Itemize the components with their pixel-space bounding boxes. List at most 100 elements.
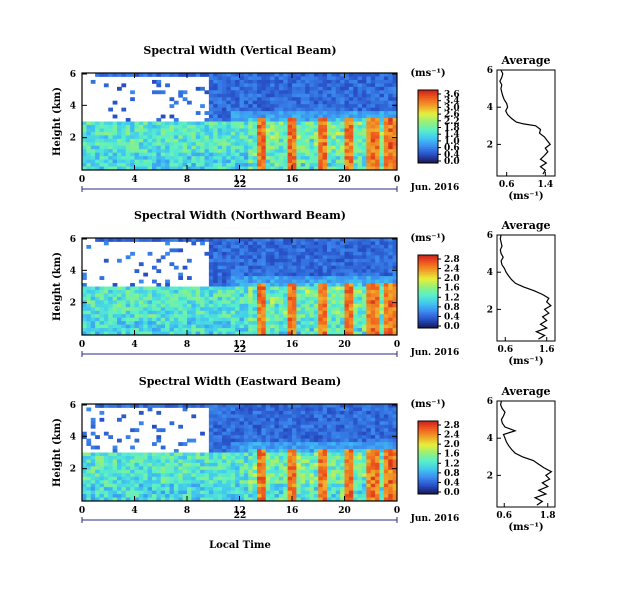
heatmap-cell bbox=[265, 255, 271, 260]
heatmap-cell bbox=[340, 276, 345, 280]
heatmap-cell bbox=[222, 258, 227, 263]
heatmap-cell bbox=[90, 497, 96, 502]
heatmap-cell bbox=[270, 128, 275, 133]
heatmap-cell bbox=[270, 459, 275, 464]
heatmap-cell bbox=[239, 128, 245, 133]
heatmap-cell bbox=[344, 452, 350, 457]
heatmap-cell bbox=[296, 414, 302, 419]
heatmap-cell bbox=[165, 483, 170, 488]
heatmap-cell bbox=[187, 300, 192, 305]
heatmap-cell bbox=[213, 480, 219, 485]
heatmap-cell bbox=[257, 135, 262, 140]
heatmap-cell bbox=[357, 97, 363, 102]
heatmap-cell bbox=[117, 476, 122, 481]
heatmap-cell bbox=[125, 455, 131, 460]
heatmap-cell bbox=[178, 476, 184, 481]
heatmap-cell bbox=[213, 303, 219, 308]
heatmap-cell bbox=[208, 86, 214, 91]
heatmap-cell bbox=[305, 73, 310, 77]
heatmap-cell bbox=[217, 131, 223, 136]
heatmap-cell bbox=[322, 289, 328, 294]
heatmap-cell bbox=[265, 265, 271, 270]
heatmap-cell bbox=[230, 480, 236, 485]
heatmap-cell bbox=[108, 296, 114, 301]
heatmap-cell bbox=[208, 449, 214, 453]
heatmap-cell bbox=[383, 135, 389, 140]
heatmap-cell bbox=[143, 156, 149, 160]
heatmap-cell bbox=[230, 251, 236, 256]
heatmap-cell bbox=[160, 317, 166, 322]
heatmap-cell bbox=[200, 145, 205, 150]
heatmap-cell bbox=[392, 289, 398, 294]
heatmap-cell bbox=[278, 314, 284, 319]
heatmap-cell bbox=[344, 321, 350, 325]
heatmap-cell bbox=[305, 149, 310, 154]
heatmap-cell bbox=[248, 428, 254, 433]
heatmap-cell bbox=[95, 156, 100, 160]
heatmap-cell bbox=[248, 251, 254, 256]
heatmap-cell bbox=[217, 445, 223, 450]
heatmap-cell bbox=[243, 483, 249, 488]
heatmap-cell bbox=[204, 90, 210, 95]
heatmap-cell bbox=[305, 469, 310, 474]
heatmap-cell bbox=[82, 272, 87, 277]
heatmap-cell bbox=[222, 279, 227, 284]
heatmap-cell bbox=[217, 262, 223, 267]
heatmap-cell bbox=[327, 449, 332, 453]
heatmap-cell bbox=[82, 459, 87, 464]
heatmap-cell bbox=[292, 324, 297, 329]
heatmap-cell bbox=[322, 421, 328, 426]
heatmap-cell bbox=[257, 483, 262, 488]
heatmap-cell bbox=[274, 255, 280, 260]
heatmap-cell bbox=[239, 269, 245, 274]
heatmap-cell bbox=[353, 258, 359, 263]
heatmap-cell bbox=[112, 100, 118, 105]
heatmap-cell bbox=[392, 269, 398, 274]
heatmap-cell bbox=[226, 93, 232, 98]
heatmap-cell bbox=[309, 149, 315, 154]
heatmap-cell bbox=[392, 152, 398, 157]
heatmap-cell bbox=[112, 490, 118, 495]
heatmap-cell bbox=[213, 100, 219, 105]
heatmap-cell bbox=[99, 331, 105, 336]
heatmap-cell bbox=[222, 303, 227, 308]
heatmap-cell bbox=[274, 238, 280, 242]
heatmap-cell bbox=[239, 255, 245, 260]
heatmap-cell bbox=[292, 159, 297, 164]
heatmap-cell bbox=[340, 452, 345, 457]
heatmap-cell bbox=[143, 159, 149, 164]
heatmap-cell bbox=[274, 331, 280, 336]
heatmap-cell bbox=[283, 483, 289, 488]
heatmap-cell bbox=[318, 438, 324, 443]
heatmap-cell bbox=[292, 480, 297, 485]
heatmap-cell bbox=[357, 269, 363, 274]
heatmap-cell bbox=[200, 135, 205, 140]
heatmap-cell bbox=[112, 159, 118, 164]
heatmap-cell bbox=[292, 93, 297, 98]
heatmap-cell bbox=[257, 303, 262, 308]
heatmap-cell bbox=[274, 90, 280, 95]
heatmap-cell bbox=[392, 303, 398, 308]
heatmap-cell bbox=[348, 307, 354, 312]
heatmap-cell bbox=[335, 107, 341, 112]
heatmap-cell bbox=[265, 114, 271, 119]
heatmap-cell bbox=[82, 331, 87, 336]
heatmap-cell bbox=[217, 265, 223, 270]
heatmap-cell bbox=[138, 124, 144, 129]
heatmap-cell bbox=[239, 114, 245, 119]
heatmap-cell bbox=[292, 449, 297, 453]
heatmap-cell bbox=[300, 331, 306, 336]
heatmap-cell bbox=[265, 296, 271, 301]
heatmap-cell bbox=[274, 269, 280, 274]
heatmap-cell bbox=[239, 159, 245, 164]
heatmap-cell bbox=[130, 124, 135, 129]
heatmap-cell bbox=[287, 410, 293, 415]
heatmap-cell bbox=[383, 149, 389, 154]
heatmap-cell bbox=[305, 138, 310, 143]
heatmap-cell bbox=[318, 407, 324, 412]
heatmap-cell bbox=[235, 244, 240, 249]
heatmap-cell bbox=[322, 324, 328, 329]
heatmap-cell bbox=[318, 138, 324, 143]
heatmap-cell bbox=[322, 283, 328, 287]
heatmap-cell bbox=[213, 324, 219, 329]
